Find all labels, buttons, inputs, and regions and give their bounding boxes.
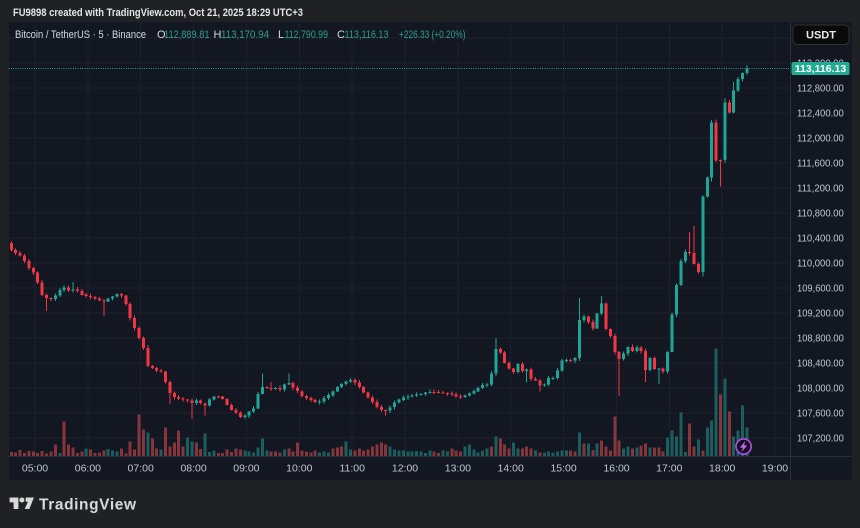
svg-text:TradingView: TradingView bbox=[39, 497, 137, 514]
svg-text:112,889.81: 112,889.81 bbox=[164, 29, 210, 41]
svg-text:113,116.13: 113,116.13 bbox=[795, 63, 847, 75]
svg-text:10:00: 10:00 bbox=[286, 463, 312, 475]
svg-text:107,600.00: 107,600.00 bbox=[797, 409, 844, 420]
svg-text:110,800.00: 110,800.00 bbox=[797, 209, 844, 220]
svg-text:O: O bbox=[157, 29, 166, 41]
svg-text:109,600.00: 109,600.00 bbox=[797, 284, 844, 295]
svg-text:L: L bbox=[278, 29, 284, 41]
svg-text:107,200.00: 107,200.00 bbox=[797, 434, 844, 445]
svg-text:19:00: 19:00 bbox=[762, 463, 788, 475]
svg-text:113,116.13: 113,116.13 bbox=[345, 29, 389, 41]
svg-text:USDT: USDT bbox=[806, 30, 836, 42]
svg-text:17:00: 17:00 bbox=[656, 463, 682, 475]
svg-text:09:00: 09:00 bbox=[233, 463, 259, 475]
svg-text:108,800.00: 108,800.00 bbox=[797, 334, 844, 345]
svg-text:16:00: 16:00 bbox=[603, 463, 629, 475]
svg-text:FU9898 created with TradingVie: FU9898 created with TradingView.com, Oct… bbox=[13, 7, 303, 19]
svg-text:08:00: 08:00 bbox=[180, 463, 206, 475]
svg-text:113,170.94: 113,170.94 bbox=[221, 29, 269, 41]
svg-text:112,790.99: 112,790.99 bbox=[285, 29, 329, 41]
svg-text:C: C bbox=[337, 29, 345, 41]
svg-text:06:00: 06:00 bbox=[75, 463, 101, 475]
svg-text:18:00: 18:00 bbox=[709, 463, 735, 475]
svg-text:111,200.00: 111,200.00 bbox=[797, 184, 844, 195]
svg-text:111,600.00: 111,600.00 bbox=[797, 159, 844, 170]
svg-text:12:00: 12:00 bbox=[392, 463, 418, 475]
svg-text:Bitcoin / TetherUS · 5 · Binan: Bitcoin / TetherUS · 5 · Binance bbox=[15, 29, 146, 41]
svg-text:108,400.00: 108,400.00 bbox=[797, 359, 844, 370]
svg-text:05:00: 05:00 bbox=[22, 463, 48, 475]
svg-text:07:00: 07:00 bbox=[128, 463, 154, 475]
svg-text:13:00: 13:00 bbox=[445, 463, 471, 475]
svg-text:14:00: 14:00 bbox=[498, 463, 524, 475]
svg-text:110,400.00: 110,400.00 bbox=[797, 234, 844, 245]
svg-text:15:00: 15:00 bbox=[550, 463, 576, 475]
svg-text:112,400.00: 112,400.00 bbox=[797, 109, 844, 120]
svg-text:+226.33 (+0.20%): +226.33 (+0.20%) bbox=[399, 29, 466, 41]
svg-text:112,000.00: 112,000.00 bbox=[797, 134, 844, 145]
svg-text:11:00: 11:00 bbox=[339, 463, 365, 475]
svg-text:108,000.00: 108,000.00 bbox=[797, 384, 844, 395]
svg-text:109,200.00: 109,200.00 bbox=[797, 309, 844, 320]
svg-text:110,000.00: 110,000.00 bbox=[797, 259, 844, 270]
svg-text:112,800.00: 112,800.00 bbox=[797, 84, 844, 95]
svg-text:H: H bbox=[214, 29, 222, 41]
